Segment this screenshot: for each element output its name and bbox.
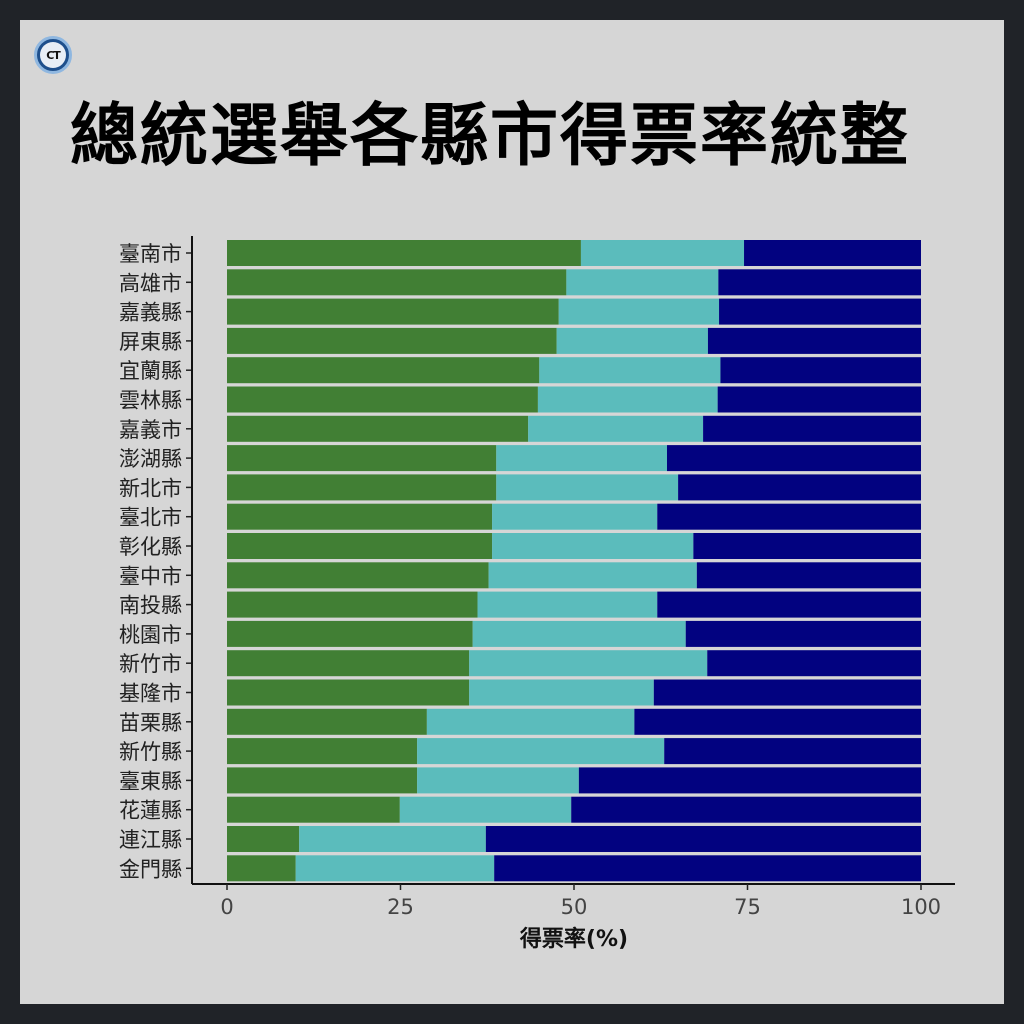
bar-1-16 — [227, 679, 470, 706]
bar-2-16 — [469, 679, 654, 706]
bar-1-21 — [227, 826, 300, 852]
category-label-8: 澎湖縣 — [119, 447, 182, 471]
bar-1-3 — [227, 298, 559, 325]
bar-3-6 — [717, 386, 921, 413]
bar-3-13 — [657, 591, 921, 618]
bar-1-5 — [227, 357, 540, 384]
bar-3-7 — [703, 415, 921, 442]
x-tick-label-2: 25 — [387, 895, 414, 919]
bar-3-8 — [666, 445, 921, 472]
bar-3-20 — [571, 796, 921, 823]
bar-2-9 — [496, 474, 679, 501]
bar-3-17 — [634, 708, 921, 735]
bar-1-11 — [227, 533, 493, 559]
bar-1-15 — [227, 650, 470, 677]
bar-1-4 — [227, 327, 557, 354]
bar-1-2 — [227, 269, 567, 296]
bar-2-17 — [426, 708, 635, 735]
category-label-17: 苗栗縣 — [119, 711, 182, 735]
bar-2-12 — [488, 562, 697, 589]
category-label-16: 基隆市 — [119, 682, 182, 706]
bar-1-8 — [227, 445, 497, 472]
bar-1-19 — [227, 767, 418, 794]
category-label-14: 桃園市 — [119, 623, 182, 647]
page-title: 總統選舉各縣市得票率統整 — [70, 97, 911, 176]
bar-1-1 — [227, 240, 581, 266]
bar-2-7 — [528, 415, 704, 442]
x-axis-title: 得票率(%) — [519, 926, 628, 952]
bar-2-13 — [477, 591, 658, 618]
category-label-22: 金門縣 — [119, 857, 182, 881]
bar-3-19 — [578, 767, 921, 794]
bar-3-5 — [720, 357, 921, 384]
bar-2-18 — [417, 738, 665, 765]
category-label-6: 雲林縣 — [119, 389, 182, 413]
bar-2-1 — [580, 240, 745, 266]
bar-2-15 — [469, 650, 708, 677]
bar-1-17 — [227, 708, 427, 735]
category-label-21: 連江縣 — [119, 828, 182, 852]
bar-3-22 — [494, 855, 921, 882]
category-label-5: 宜蘭縣 — [119, 359, 182, 383]
bar-2-11 — [492, 533, 694, 559]
bar-1-18 — [227, 738, 418, 765]
x-tick-label-5: 100 — [901, 895, 941, 919]
bar-3-21 — [485, 826, 921, 852]
category-label-20: 花蓮縣 — [119, 799, 182, 823]
category-label-12: 臺中市 — [119, 564, 182, 588]
category-label-2: 高雄市 — [119, 271, 182, 295]
category-label-9: 新北市 — [119, 476, 182, 500]
bar-1-7 — [227, 415, 529, 442]
category-label-11: 彰化縣 — [119, 535, 182, 559]
category-label-1: 臺南市 — [119, 242, 182, 266]
bar-2-22 — [295, 855, 495, 882]
x-tick-label-3: 50 — [561, 895, 588, 919]
bar-2-4 — [556, 327, 708, 354]
category-label-7: 嘉義市 — [119, 418, 182, 442]
category-label-13: 南投縣 — [119, 594, 182, 618]
logo-text: CT — [40, 42, 66, 68]
bar-2-2 — [566, 269, 719, 296]
category-label-15: 新竹市 — [119, 652, 182, 676]
bar-2-21 — [299, 826, 486, 852]
bar-1-12 — [227, 562, 489, 589]
bar-1-6 — [227, 386, 538, 413]
bar-2-3 — [558, 298, 720, 325]
bar-2-19 — [417, 767, 579, 794]
bar-3-1 — [744, 240, 921, 266]
bar-1-13 — [227, 591, 478, 618]
bar-1-10 — [227, 503, 493, 530]
bar-3-14 — [685, 620, 921, 647]
bar-3-18 — [664, 738, 921, 765]
x-tick-label-1: 0 — [220, 895, 233, 919]
bar-2-14 — [472, 620, 686, 647]
bar-3-15 — [707, 650, 921, 677]
bar-2-10 — [492, 503, 658, 530]
bar-1-22 — [227, 855, 296, 882]
bar-2-6 — [537, 386, 718, 413]
logo: CT — [34, 36, 72, 74]
category-label-18: 新竹縣 — [119, 740, 182, 764]
bar-3-3 — [719, 298, 921, 325]
category-label-10: 臺北市 — [119, 506, 182, 530]
bar-3-2 — [718, 269, 921, 296]
category-label-3: 嘉義縣 — [119, 301, 182, 325]
bar-3-10 — [657, 503, 921, 530]
bar-2-5 — [539, 357, 721, 384]
bar-3-11 — [693, 533, 921, 559]
bar-2-8 — [496, 445, 667, 472]
bar-1-14 — [227, 620, 473, 647]
bar-1-9 — [227, 474, 497, 501]
category-label-4: 屏東縣 — [119, 330, 182, 354]
bar-2-20 — [399, 796, 572, 823]
bar-1-20 — [227, 796, 400, 823]
bar-3-16 — [653, 679, 921, 706]
bar-3-4 — [707, 327, 921, 354]
bar-3-12 — [696, 562, 921, 589]
category-label-19: 臺東縣 — [119, 769, 182, 793]
bar-3-9 — [678, 474, 921, 501]
x-tick-label-4: 75 — [734, 895, 761, 919]
